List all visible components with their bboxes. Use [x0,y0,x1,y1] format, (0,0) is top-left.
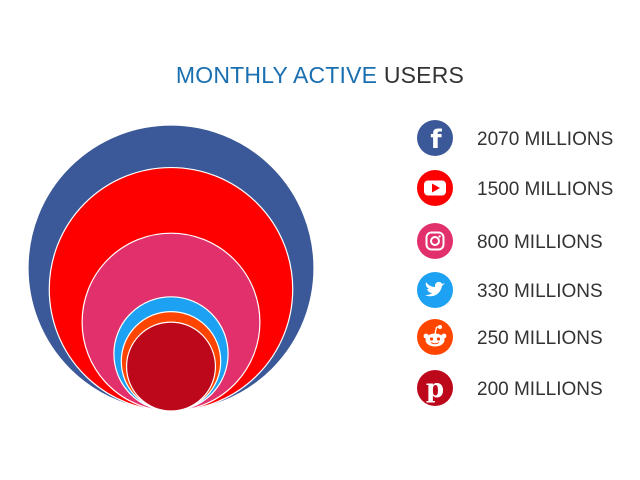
legend-item-youtube: 1500 MILLIONS [417,170,613,206]
youtube-icon [424,180,446,196]
legend-label-instagram: 800 MILLIONS [477,232,603,253]
legend-marker-pinterest [417,370,453,406]
legend-marker-instagram [417,223,453,259]
twitter-icon [425,281,445,297]
bubble-pinterest [125,321,217,412]
legend-label-twitter: 330 MILLIONS [477,281,603,302]
reddit-icon [423,325,447,347]
legend-label-facebook: 2070 MILLIONS [477,129,613,150]
svg-text:f: f [430,125,442,155]
chart-title: MONTHLY ACTIVE USERS [0,62,640,89]
svg-text:p: p [426,374,444,404]
legend-label-youtube: 1500 MILLIONS [477,179,613,200]
legend-item-twitter: 330 MILLIONS [417,272,603,308]
legend-label-pinterest: 200 MILLIONS [477,379,603,400]
legend-label-reddit: 250 MILLIONS [477,328,603,349]
legend-item-instagram: 800 MILLIONS [417,223,603,259]
instagram-icon [425,231,445,251]
legend-item-reddit: 250 MILLIONS [417,319,603,355]
facebook-icon: f [430,125,442,155]
legend-item-facebook: f 2070 MILLIONS [417,120,613,156]
legend-item-pinterest: p 200 MILLIONS [417,370,603,406]
legend-marker-facebook [417,120,453,156]
title-part-1: MONTHLY ACTIVE [175,62,378,88]
pinterest-icon: p [426,374,444,404]
title-part-2: USERS [383,62,465,88]
bubble-chart [27,124,315,412]
